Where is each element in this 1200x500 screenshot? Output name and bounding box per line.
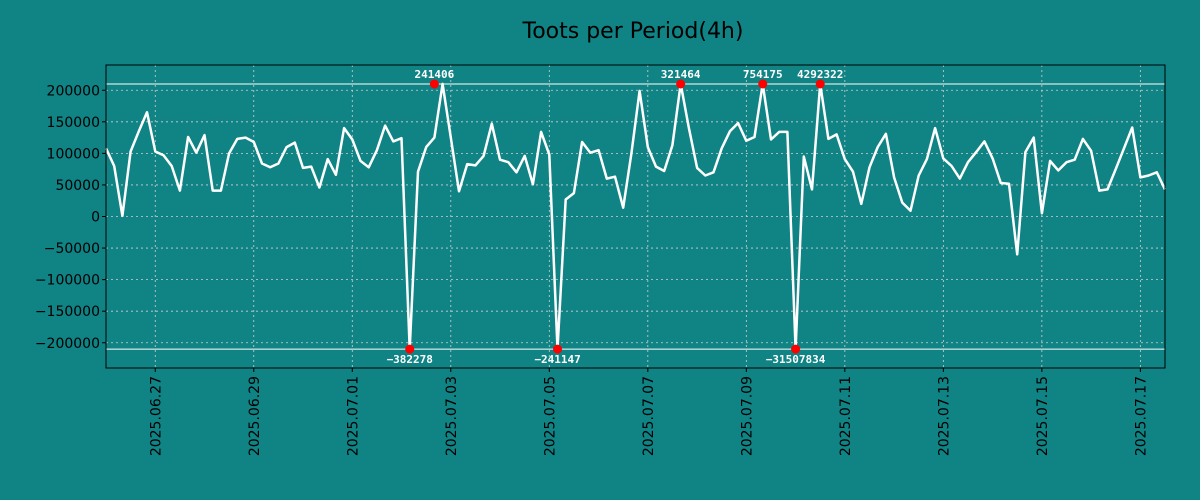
x-tick-label: 2025.07.11 (838, 376, 854, 456)
outlier-marker (553, 344, 563, 354)
annotation-markers: 241406 321464 754175 4292322 −382278 −241147 −… (387, 68, 844, 366)
outlier-marker (405, 344, 415, 354)
grid (106, 65, 1165, 368)
outlier-label: 4292322 (797, 68, 843, 81)
x-tick-label: 2025.07.05 (542, 376, 558, 456)
x-tick-label: 2025.06.27 (148, 376, 164, 456)
series-line (104, 82, 1167, 351)
x-axis-ticks: 2025.06.27 2025.06.29 2025.07.01 2025.07.03… (148, 368, 1149, 456)
outlier-label: 754175 (743, 68, 783, 81)
y-tick-label: −200000 (35, 336, 100, 352)
x-tick-label: 2025.07.03 (444, 376, 460, 456)
y-tick-label: −50000 (44, 241, 100, 257)
y-axis-ticks: 200000 150000 100000 50000 0 −50000 −100000 −15… (35, 83, 106, 352)
x-tick-label: 2025.07.13 (936, 376, 952, 456)
outlier-label: −382278 (387, 353, 433, 366)
x-tick-label: 2025.07.15 (1035, 376, 1051, 456)
outlier-label: −31507834 (766, 353, 826, 366)
x-tick-label: 2025.07.09 (739, 376, 755, 456)
outlier-label: 321464 (661, 68, 701, 81)
x-tick-label: 2025.07.07 (641, 376, 657, 456)
outlier-marker (815, 79, 825, 89)
y-tick-label: 150000 (47, 115, 100, 131)
x-tick-label: 2025.07.17 (1133, 376, 1149, 456)
outlier-marker (758, 79, 768, 89)
y-tick-label: 200000 (47, 83, 100, 99)
y-tick-label: 50000 (55, 178, 100, 194)
series-layer (104, 82, 1167, 351)
outlier-marker (429, 79, 439, 89)
outlier-marker (791, 344, 801, 354)
y-tick-label: 0 (91, 210, 100, 226)
outlier-label: −241147 (534, 353, 580, 366)
chart-title: Toots per Period(4h) (522, 19, 744, 44)
x-tick-label: 2025.07.01 (345, 376, 361, 456)
y-tick-label: −100000 (35, 273, 100, 289)
outlier-marker (676, 79, 686, 89)
clip-reference-lines (106, 83, 1165, 350)
y-tick-label: −150000 (35, 304, 100, 320)
outlier-label: 241406 (414, 68, 454, 81)
y-tick-label: 100000 (47, 146, 100, 162)
x-tick-label: 2025.06.29 (247, 376, 263, 456)
